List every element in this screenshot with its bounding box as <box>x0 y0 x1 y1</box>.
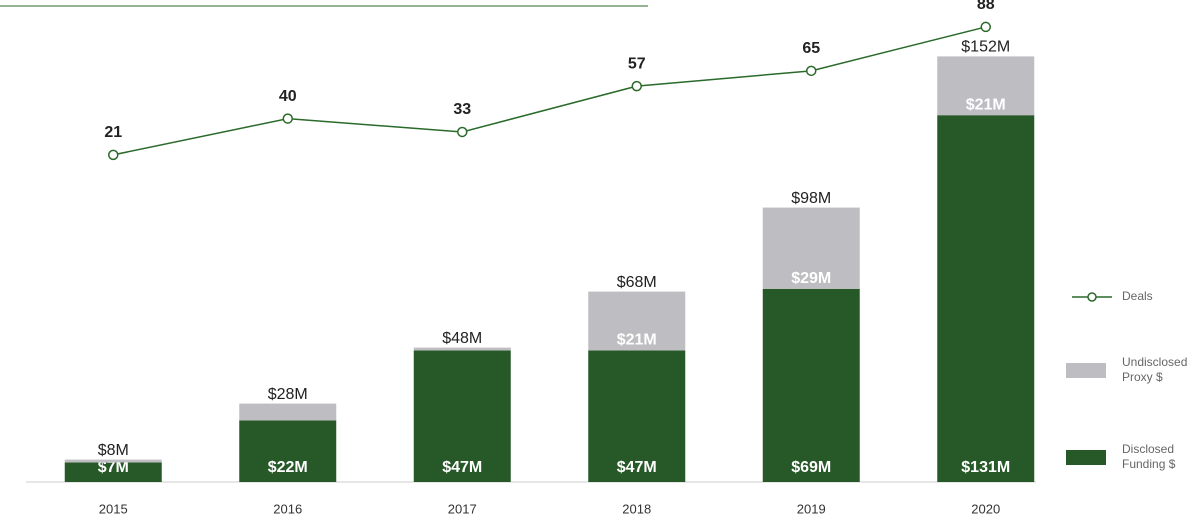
legend-item: Undisclosed Proxy $ <box>1066 353 1200 393</box>
legend-label: Deals <box>1122 289 1153 303</box>
total-label: $152M <box>961 39 1010 56</box>
point-label: 21 <box>104 124 122 141</box>
value-label: $131M <box>961 459 1010 476</box>
line-point <box>457 126 468 138</box>
value-label: $69M <box>791 459 831 476</box>
line-point <box>806 65 817 77</box>
bar-segment <box>937 56 1035 116</box>
bar-segment <box>413 347 511 351</box>
value-label: $29M <box>791 270 831 287</box>
bar-segment <box>588 350 686 482</box>
value-label: $47M <box>617 459 657 476</box>
line-point <box>108 149 119 161</box>
total-label: $68M <box>617 274 657 291</box>
legend-label: Undisclosed Proxy $ <box>1122 355 1188 384</box>
x-tick-label: 2017 <box>448 501 477 516</box>
line-point <box>631 80 642 92</box>
x-tick-label: 2015 <box>99 501 128 516</box>
bar-segment <box>64 459 162 463</box>
point-label: 65 <box>802 40 820 57</box>
legend-swatch <box>1072 292 1112 302</box>
legend-swatch <box>1066 363 1106 378</box>
bar-segment <box>762 207 860 289</box>
point-label: 88 <box>977 0 995 13</box>
bar-segment <box>762 288 860 482</box>
point-label: 33 <box>453 101 471 118</box>
bar-segment <box>239 403 337 421</box>
total-label: $48M <box>442 330 482 347</box>
bar-segment <box>413 350 511 482</box>
value-label: $21M <box>966 96 1006 113</box>
total-label: $28M <box>268 386 308 403</box>
bar-segment <box>64 462 162 482</box>
total-label: $8M <box>98 442 129 459</box>
bar-segment <box>588 291 686 351</box>
x-tick-label: 2018 <box>622 501 651 516</box>
legend-label: Disclosed Funding $ <box>1122 442 1176 471</box>
bar-segment <box>937 115 1035 482</box>
x-tick-label: 2019 <box>797 501 826 516</box>
legend-swatch <box>1066 450 1106 465</box>
total-label: $98M <box>791 190 831 207</box>
point-label: 57 <box>628 55 646 72</box>
point-label: 40 <box>279 88 297 105</box>
x-tick-label: 2020 <box>971 501 1000 516</box>
legend-item: Deals <box>1066 283 1200 323</box>
value-label: $47M <box>442 459 482 476</box>
line <box>113 26 986 156</box>
x-tick-label: 2016 <box>273 501 302 516</box>
line-point <box>980 21 991 33</box>
line-point <box>282 113 293 124</box>
value-label: $21M <box>617 332 657 349</box>
value-label: $7M <box>98 459 129 476</box>
value-label: $22M <box>268 459 308 476</box>
legend-item: Disclosed Funding $ <box>1066 440 1200 480</box>
bar-segment <box>239 420 337 482</box>
